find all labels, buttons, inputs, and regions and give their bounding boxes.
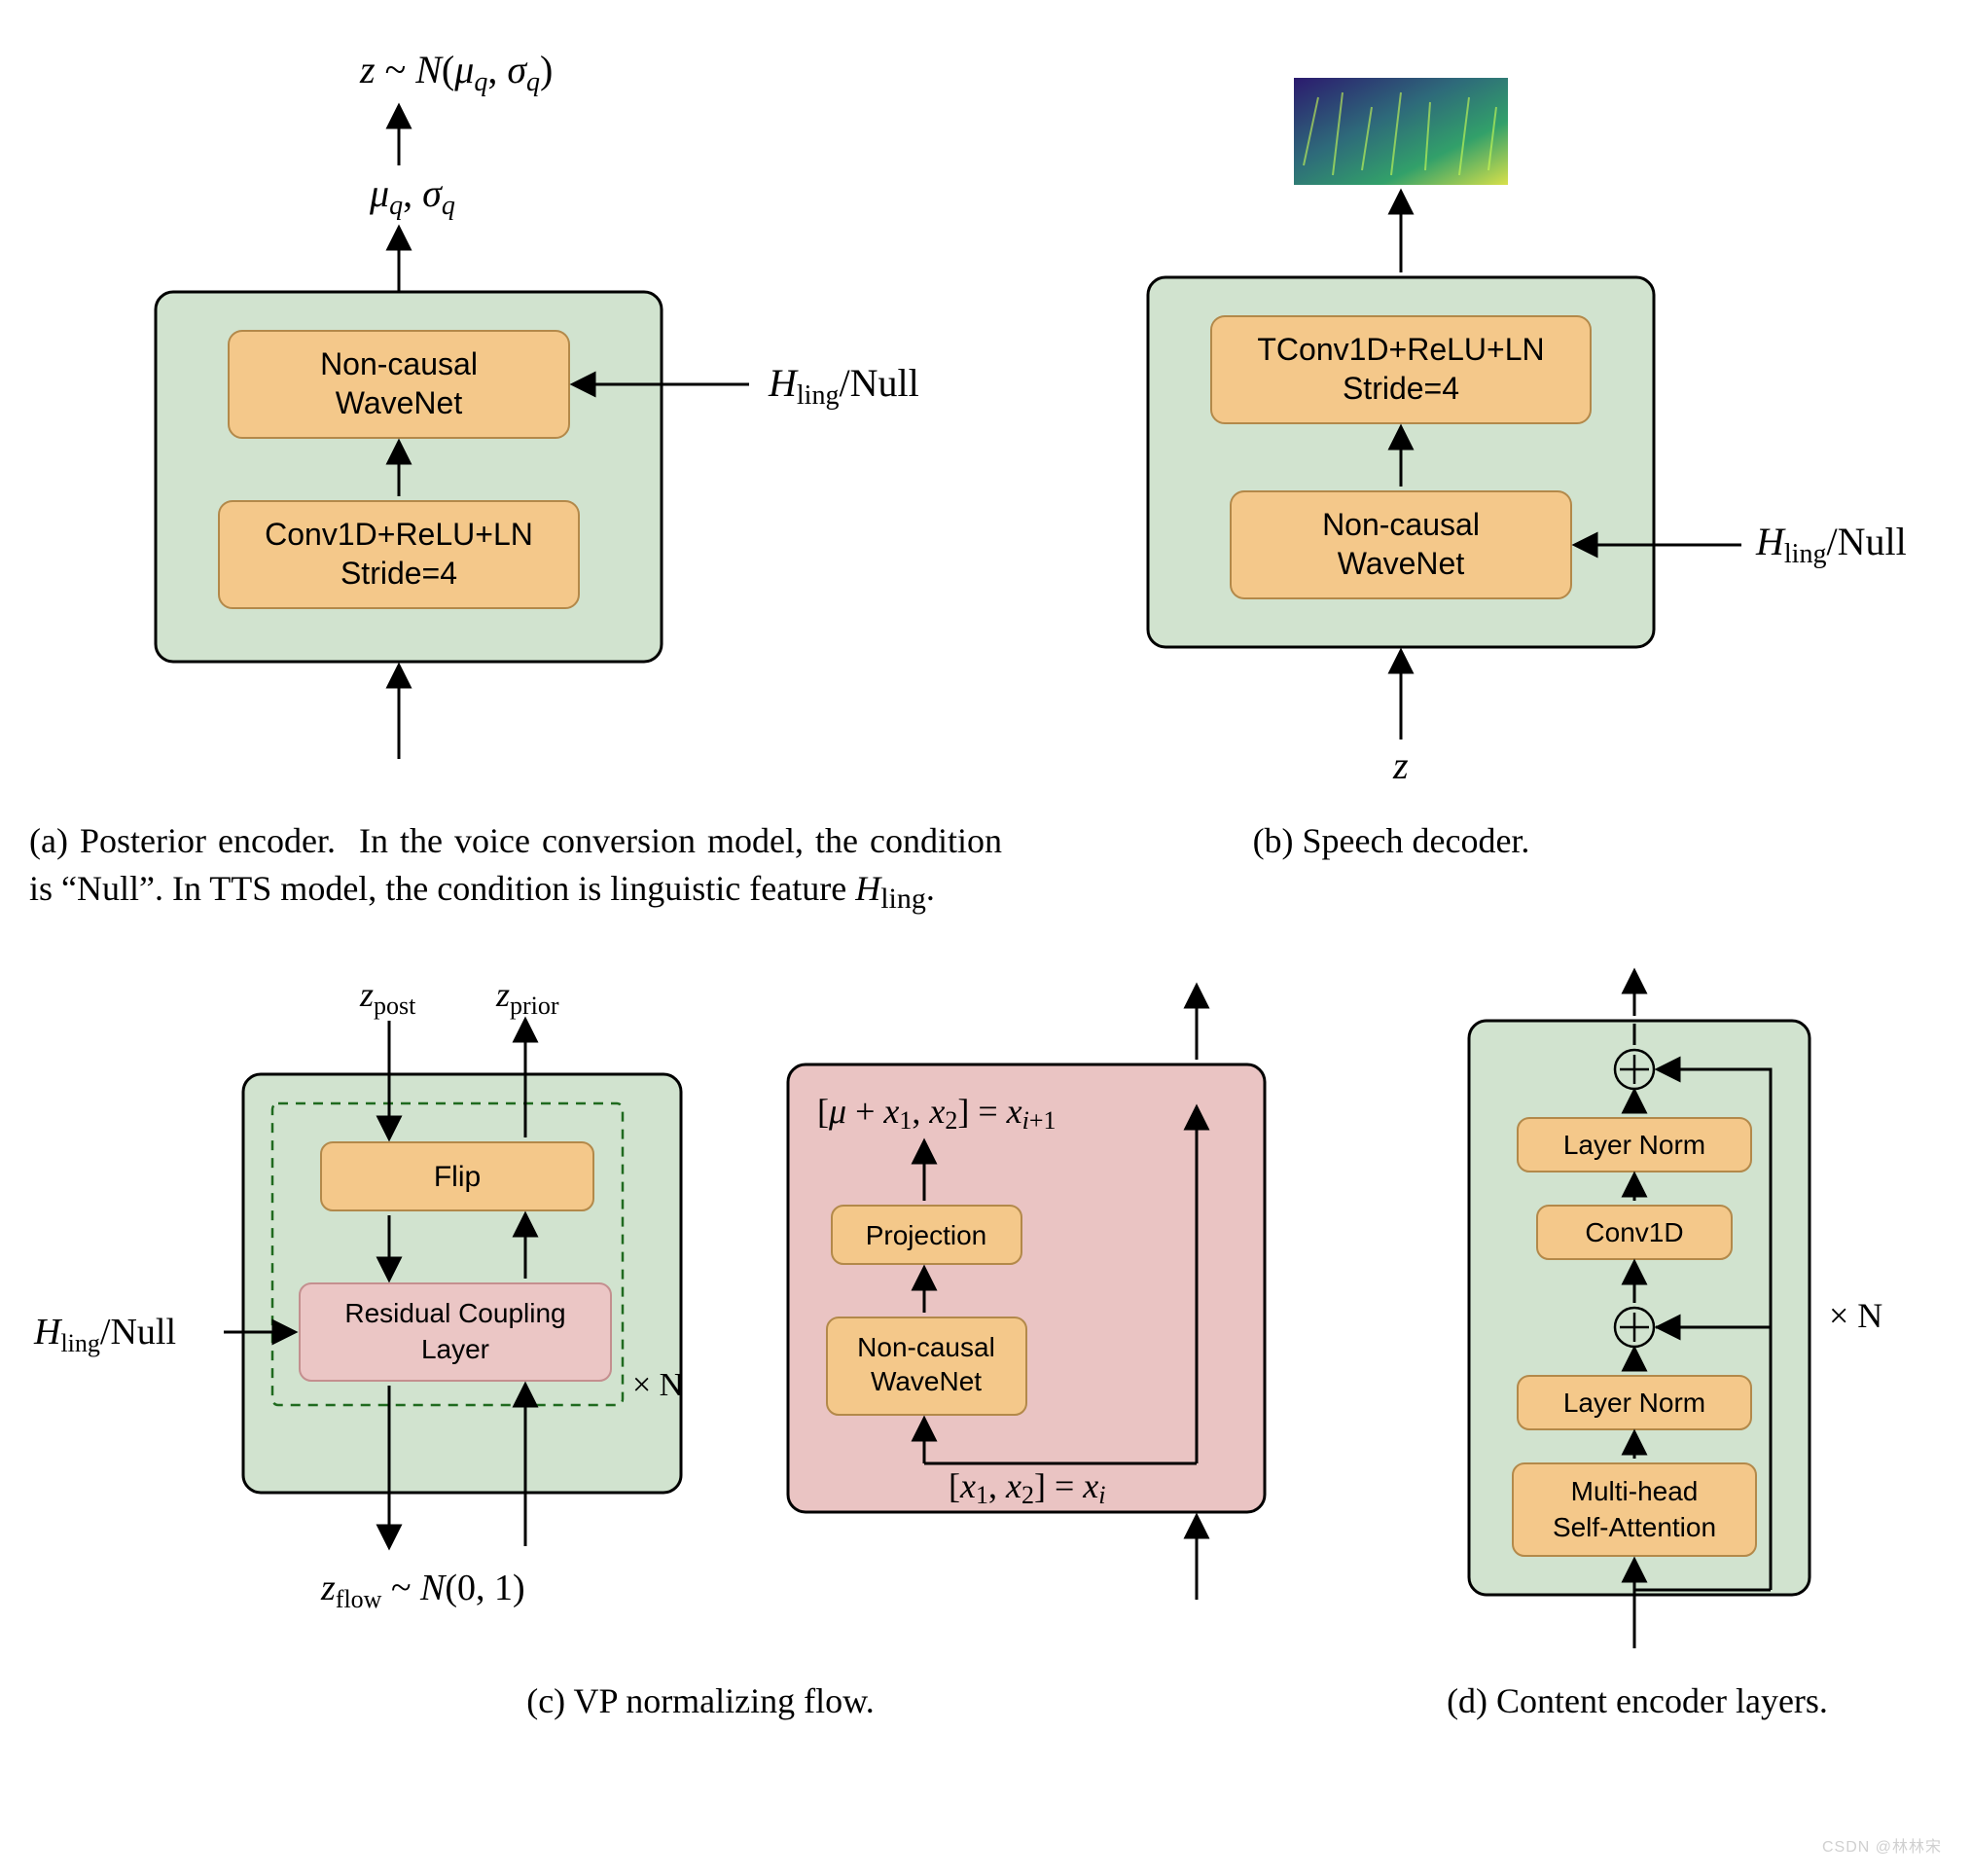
detail-top-math: [μ + x1, x2] = xi+1 [817, 1092, 1057, 1135]
wavenet-label-2: WaveNet [1338, 546, 1465, 581]
mhsa-2: Self-Attention [1553, 1512, 1716, 1542]
panel-b-z: z [1392, 743, 1409, 787]
flip-label: Flip [434, 1161, 481, 1193]
tconv-label-2: Stride=4 [1343, 371, 1459, 406]
wavenet-label-1: Non-causal [1322, 507, 1480, 542]
ln1-label: Layer Norm [1563, 1130, 1705, 1160]
mhsa-1: Multi-head [1571, 1476, 1699, 1506]
panel-c-right-svg: [μ + x1, x2] = xi+1 Projection Non-causa… [759, 967, 1372, 1658]
panel-c-left-svg: zpost zprior × N Flip Residual Co [29, 967, 730, 1658]
panel-c-side: Hling/Null [33, 1312, 176, 1357]
panel-b: TConv1D+ReLU+LN Stride=4 Non-causal Wave… [1080, 39, 1942, 798]
wavenet-label-2: WaveNet [336, 385, 463, 420]
panel-c: zpost zprior × N Flip Residual Co [29, 967, 1411, 1658]
tconv-label-1: TConv1D+ReLU+LN [1257, 332, 1544, 367]
times-n: × N [632, 1367, 683, 1403]
rcl-label-1: Residual Coupling [344, 1298, 565, 1328]
conv-label-1: Conv1D+ReLU+LN [265, 517, 533, 552]
caption-a: (a) Posterior encoder. In the voice conv… [29, 817, 1002, 919]
panel-a-top-math: z ~ N(μq, σq) [359, 48, 553, 97]
panel-d: × N Layer Norm Conv1D [1411, 967, 1942, 1658]
row-top: z ~ N(μq, σq) μq, σq Non-causal WaveNet … [29, 39, 1942, 798]
caption-b: (b) Speech decoder. [1002, 817, 1780, 919]
conv-label-2: Stride=4 [340, 556, 457, 591]
ln2-label: Layer Norm [1563, 1388, 1705, 1418]
figure-page: z ~ N(μq, σq) μq, σq Non-causal WaveNet … [29, 39, 1942, 1725]
panel-a-svg: z ~ N(μq, σq) μq, σq Non-causal WaveNet … [29, 39, 1080, 798]
wavenet-label-1: Non-causal [320, 346, 478, 381]
panel-a: z ~ N(μq, σq) μq, σq Non-causal WaveNet … [29, 39, 1080, 798]
captions-row-1: (a) Posterior encoder. In the voice conv… [29, 817, 1942, 919]
projection-label: Projection [866, 1220, 987, 1250]
panel-a-side: Hling/Null [768, 361, 919, 411]
caption-c: (c) VP normalizing flow. [29, 1678, 1372, 1725]
detail-wn-1: Non-causal [857, 1332, 995, 1362]
panel-a-musigma: μq, σq [369, 171, 455, 221]
zprior-label: zprior [495, 975, 559, 1020]
zpost-label: zpost [359, 975, 416, 1020]
panel-b-side: Hling/Null [1755, 520, 1907, 569]
detail-wn-2: WaveNet [871, 1366, 982, 1396]
panel-d-svg: × N Layer Norm Conv1D [1411, 967, 1942, 1658]
watermark: CSDN @林林宋 [1822, 1833, 1942, 1857]
panel-b-svg: TConv1D+ReLU+LN Stride=4 Non-causal Wave… [1080, 39, 1942, 798]
captions-row-2: (c) VP normalizing flow. (d) Content enc… [29, 1678, 1942, 1725]
row-bottom: zpost zprior × N Flip Residual Co [29, 967, 1942, 1658]
rcl-label-2: Layer [421, 1334, 489, 1364]
times-n: × N [1829, 1296, 1882, 1335]
zflow-label: zflow ~ N(0, 1) [320, 1568, 525, 1613]
caption-d: (d) Content encoder layers. [1372, 1678, 1903, 1725]
caption-a-tail: . [926, 869, 935, 908]
conv-label: Conv1D [1585, 1217, 1683, 1247]
